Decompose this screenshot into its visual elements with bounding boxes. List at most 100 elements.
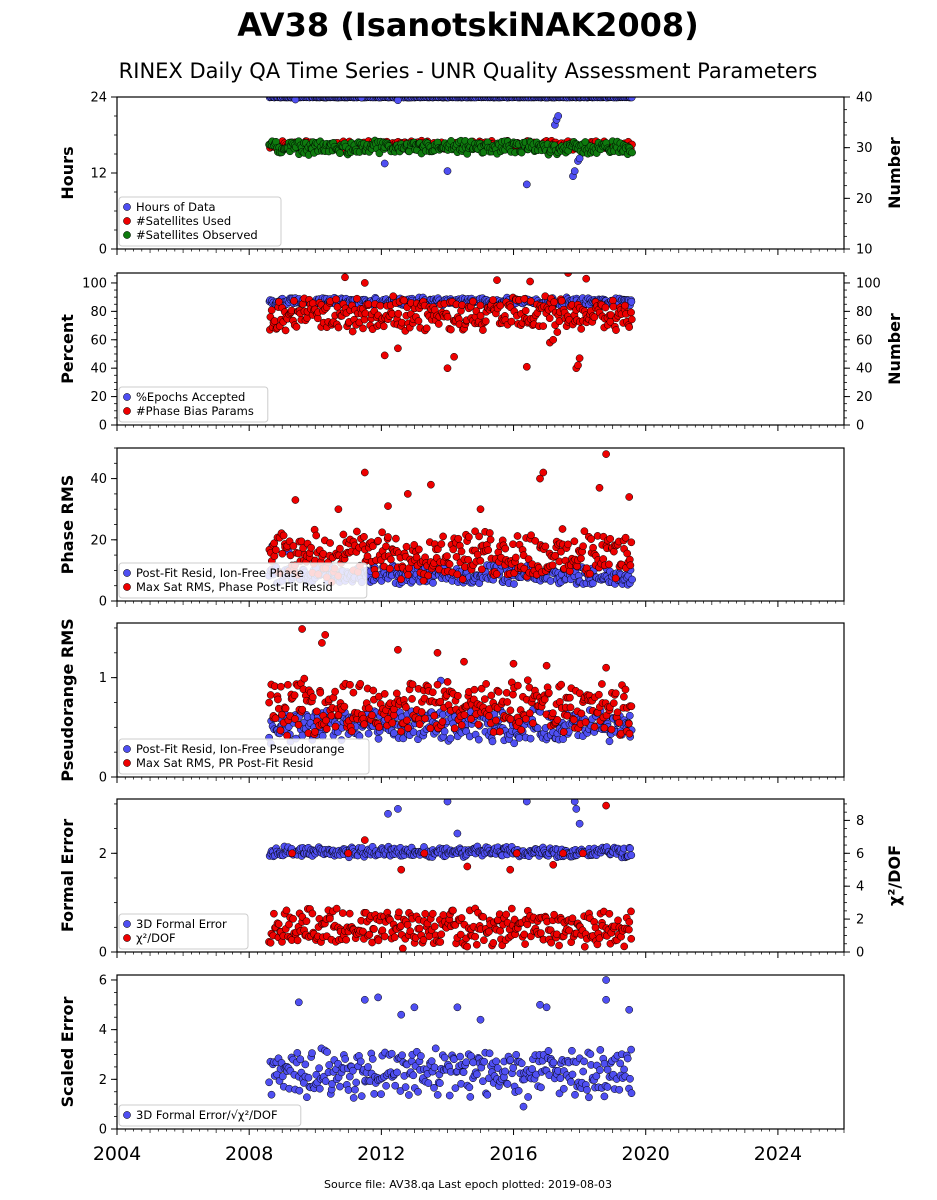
data-point [347,727,356,736]
data-point [602,995,610,1004]
data-point [496,301,505,310]
data-point [519,1102,528,1111]
data-point [620,942,629,951]
data-point [526,297,535,306]
data-point [466,1093,475,1101]
data-point [325,1061,334,1069]
legend-marker [123,407,131,415]
data-point [537,929,545,937]
data-point [456,930,465,939]
data-point [439,911,448,919]
data-point [401,1083,410,1091]
data-point [539,468,548,477]
data-point [558,525,567,533]
data-point [493,1064,502,1072]
x-tick-label: 2020 [622,1143,670,1165]
data-point [349,1094,358,1102]
data-point [515,734,524,742]
data-point [483,1090,492,1099]
data-point [480,936,488,945]
data-point [349,688,358,697]
data-point [420,849,429,858]
data-point [292,323,301,331]
data-point [392,689,401,698]
data-point [470,685,479,694]
data-point [278,710,286,719]
x-tick-labels: 2004 2008 2012 2016 2020 2024 [93,1143,802,1165]
data-point [278,1072,287,1081]
data-point [307,543,315,552]
data-point [378,528,386,537]
data-point [345,909,354,918]
data-point [417,708,426,716]
points-group [265,97,636,189]
data-point [526,734,535,743]
data-point [419,936,428,944]
y-tick-label: 0 [99,946,107,961]
data-point [627,297,636,306]
data-point [467,715,475,723]
data-point [377,1090,385,1098]
figure-subtitle: RINEX Daily QA Time Series - UNR Quality… [119,59,818,83]
data-point [272,546,280,554]
data-point [339,530,348,539]
data-point [485,712,493,720]
data-point [625,711,634,720]
data-point [482,680,490,688]
data-point [265,1078,273,1087]
legend-marker [123,759,131,767]
data-point [315,1084,324,1093]
legend-marker [123,583,131,591]
data-point [290,691,299,700]
panel-3: 0 20 40 Phase RMS Post-Fit Resid, Ion-Free P… [58,447,845,610]
legend-box [118,1104,302,1127]
data-point [577,709,586,718]
data-point [520,930,529,939]
data-point [509,540,517,549]
data-point [465,533,473,541]
data-point [465,1083,474,1092]
data-point [568,914,577,923]
data-point [277,682,285,691]
data-point [276,726,285,735]
series-2 [265,801,636,952]
data-point [296,1055,305,1064]
data-point [521,715,530,723]
y2-tick-label: 0 [856,946,864,961]
data-point [447,325,455,334]
data-point [526,277,534,286]
data-point [450,724,459,733]
legend-box [118,738,370,775]
data-point [522,180,531,189]
data-point [334,505,343,514]
data-point [394,309,403,318]
data-point [566,703,575,712]
data-point [625,493,634,501]
data-point [380,690,389,698]
data-point [434,320,443,328]
data-point [322,725,331,733]
data-point [294,998,303,1007]
data-point [606,534,615,543]
y-tick-label: 40 [90,362,107,377]
data-point [615,718,624,727]
data-point [620,1065,628,1074]
data-point [460,657,468,666]
data-point [540,695,549,704]
y2-axis-label: Number [885,137,904,209]
data-point [471,527,479,536]
data-point [414,1087,422,1096]
data-point [351,1085,359,1094]
data-point [402,542,411,551]
data-point [457,721,466,729]
data-point [364,729,373,738]
legend-label: Max Sat RMS, Phase Post-Fit Resid [136,580,333,594]
data-point [298,625,306,633]
data-point [291,715,299,723]
data-point [393,1068,401,1077]
data-point [545,689,553,697]
data-point [476,311,485,320]
legend-marker [123,934,131,942]
data-point [295,1086,304,1095]
